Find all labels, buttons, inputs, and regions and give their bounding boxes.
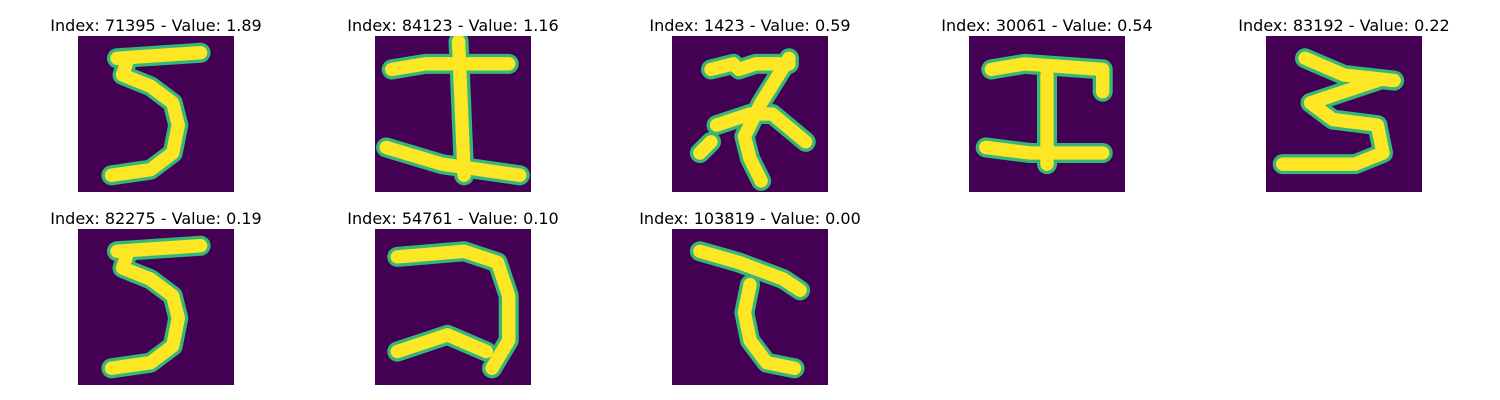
image-panel: Index: 30061 - Value: 0.54	[941, 16, 1153, 192]
glyph-stroke	[385, 57, 516, 77]
handwritten-glyph	[689, 241, 811, 379]
panel-title: Index: 83192 - Value: 0.22	[1238, 16, 1450, 35]
image-panel: Index: 54761 - Value: 0.10	[347, 209, 559, 385]
handwritten-glyph	[101, 42, 211, 186]
glyph-stroke	[390, 244, 516, 375]
digit-image	[1266, 36, 1422, 192]
panel-title: Index: 84123 - Value: 1.16	[347, 16, 559, 35]
digit-image	[78, 229, 234, 385]
glyph-stroke	[693, 244, 807, 297]
glyph-stroke	[451, 36, 471, 182]
glyph-stroke	[737, 51, 796, 188]
panel-title: Index: 54761 - Value: 0.10	[347, 209, 559, 228]
image-panel: Index: 103819 - Value: 0.00	[639, 209, 861, 385]
digit-image	[78, 36, 234, 192]
handwritten-glyph	[101, 235, 211, 379]
glyph-stroke	[693, 135, 718, 160]
handwritten-glyph	[387, 241, 519, 379]
image-panel: Index: 71395 - Value: 1.89	[50, 16, 262, 192]
image-panel: Index: 83192 - Value: 0.22	[1238, 16, 1450, 192]
digit-image	[969, 36, 1125, 192]
handwritten-glyph	[689, 48, 816, 191]
glyph-stroke	[104, 244, 185, 375]
panel-title: Index: 1423 - Value: 0.59	[649, 16, 851, 35]
image-panel: Index: 84123 - Value: 1.16	[347, 16, 559, 192]
panel-title: Index: 82275 - Value: 0.19	[50, 209, 262, 228]
glyph-stroke	[390, 328, 494, 359]
panel-title: Index: 103819 - Value: 0.00	[639, 209, 861, 228]
glyph-stroke	[379, 140, 527, 182]
glyph-stroke	[737, 278, 802, 375]
glyph-stroke	[704, 57, 796, 77]
image-panel: Index: 1423 - Value: 0.59	[649, 16, 851, 192]
image-panel: Index: 82275 - Value: 0.19	[50, 209, 262, 385]
handwritten-glyph	[376, 36, 530, 186]
handwritten-glyph	[1272, 48, 1405, 175]
panel-title: Index: 71395 - Value: 1.89	[50, 16, 262, 35]
handwritten-glyph	[975, 53, 1113, 175]
digit-image	[375, 36, 531, 192]
glyph-stroke	[979, 140, 1110, 160]
glyph-stroke	[1276, 73, 1390, 171]
panel-title: Index: 30061 - Value: 0.54	[941, 16, 1153, 35]
glyph-stroke	[104, 51, 185, 182]
glyph-stroke	[984, 57, 1110, 99]
digit-image	[375, 229, 531, 385]
digit-image	[672, 229, 828, 385]
glyph-stroke	[709, 107, 813, 149]
digit-image	[672, 36, 828, 192]
